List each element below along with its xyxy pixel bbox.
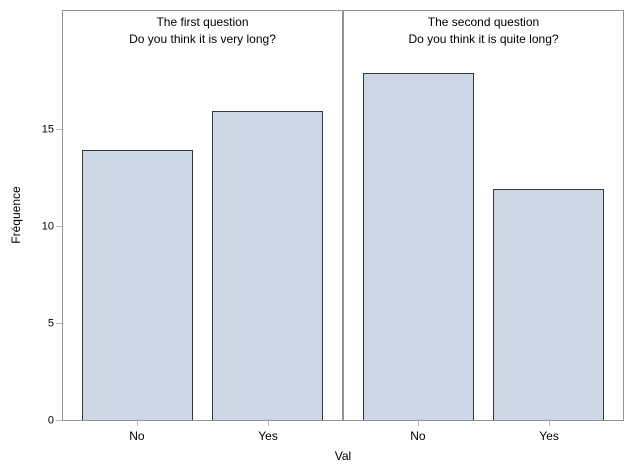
x-tick-mark [549, 421, 551, 426]
y-tick-mark [56, 226, 62, 228]
y-tick-label: 15 [41, 123, 54, 136]
x-tick-mark [417, 421, 419, 426]
bar-no-panel-1 [81, 149, 194, 420]
x-axis-title: Val [334, 449, 352, 463]
y-tick-label: 0 [47, 414, 54, 427]
panel-2: The second question Do you think it is qu… [344, 11, 623, 420]
panel-header: The first question Do you think it is ver… [63, 14, 342, 48]
y-tick-mark [56, 323, 62, 325]
y-tick-label: 5 [47, 317, 54, 330]
x-tick-label-no: No [81, 421, 193, 443]
panel-header: The second question Do you think it is qu… [344, 14, 623, 48]
panel-header-line: The first question [156, 15, 249, 29]
plot-area: The first question Do you think it is ver… [62, 10, 624, 421]
panel-header-line: Do you think it is quite long? [408, 32, 559, 46]
y-tick-label: 10 [41, 220, 54, 233]
bar-yes-panel-2 [492, 188, 605, 420]
x-tick-mark [136, 421, 138, 426]
x-tick-label-yes: Yes [212, 421, 324, 443]
panel-1: The first question Do you think it is ver… [63, 11, 344, 420]
panel-header-line: Do you think it is very long? [129, 32, 276, 46]
x-axis: No Yes No Yes [62, 421, 624, 443]
y-tick-mark [56, 420, 62, 421]
y-axis: 0 5 10 15 [0, 10, 62, 426]
bar-no-panel-2 [362, 72, 475, 420]
x-tick-label-no: No [362, 421, 474, 443]
y-tick-mark [56, 129, 62, 131]
x-axis-panel-2: No Yes [343, 421, 624, 443]
panel-header-line: The second question [427, 15, 540, 29]
x-axis-panel-1: No Yes [62, 421, 343, 443]
bar-row [63, 11, 342, 420]
x-tick-mark [268, 421, 270, 426]
bar-yes-panel-1 [211, 111, 324, 420]
bar-row [344, 11, 623, 420]
x-tick-label-yes: Yes [493, 421, 605, 443]
